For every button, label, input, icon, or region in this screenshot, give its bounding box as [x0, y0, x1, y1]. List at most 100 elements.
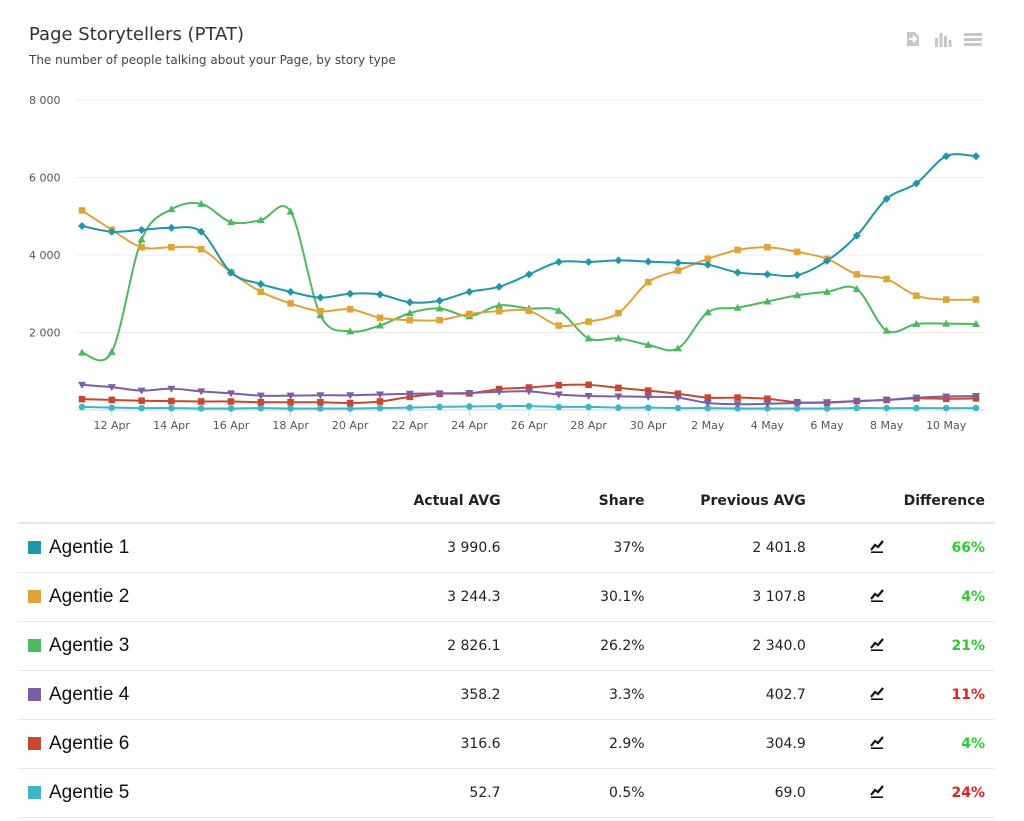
data-point-agentie-1	[256, 280, 265, 289]
data-point-agentie-3	[286, 207, 295, 215]
row-share: 37%	[510, 523, 655, 573]
export-icon[interactable]	[902, 28, 924, 50]
data-point-agentie-6	[376, 398, 384, 405]
data-point-agentie-3	[346, 327, 355, 335]
x-tick-label: 30 Apr	[630, 419, 667, 432]
data-point-agentie-1	[137, 225, 146, 234]
data-point-agentie-5	[227, 405, 235, 412]
row-actual-avg: 3 990.6	[345, 523, 511, 573]
data-point-agentie-6	[346, 399, 354, 407]
row-actual-avg: 316.6	[345, 719, 511, 769]
data-point-agentie-5	[138, 404, 145, 412]
data-point-agentie-2	[734, 246, 741, 254]
trend-icon[interactable]	[815, 768, 894, 818]
row-name: Agentie 5	[18, 768, 346, 818]
data-point-agentie-5	[406, 404, 414, 411]
data-point-agentie-3	[495, 301, 504, 309]
data-point-agentie-4	[376, 391, 384, 399]
row-difference: 4%	[893, 572, 995, 622]
trend-icon[interactable]	[815, 621, 894, 671]
stats-table: Actual AVG Share Previous AVG Difference…	[18, 480, 995, 818]
header-difference[interactable]: Difference	[893, 480, 995, 524]
data-point-agentie-2	[376, 314, 384, 322]
data-point-agentie-3	[763, 297, 772, 305]
data-point-agentie-2	[257, 288, 265, 296]
data-point-agentie-6	[764, 395, 771, 403]
data-point-agentie-4	[942, 393, 951, 401]
row-share: 3.3%	[510, 670, 655, 720]
y-tick-label: 2 000	[29, 327, 61, 340]
data-point-agentie-5	[913, 404, 920, 412]
bar-chart-icon[interactable]	[932, 28, 954, 50]
data-point-agentie-4	[405, 390, 414, 398]
header-name	[18, 480, 346, 524]
trend-icon[interactable]	[815, 670, 894, 720]
header-previous-avg[interactable]: Previous AVG	[654, 480, 816, 524]
data-point-agentie-2	[793, 248, 801, 256]
data-point-agentie-5	[704, 404, 712, 412]
data-point-agentie-1	[972, 152, 980, 161]
table-row: Agentie 4 358.2 3.3% 402.7 11%	[18, 670, 995, 720]
data-point-agentie-4	[763, 400, 772, 408]
data-point-agentie-5	[376, 404, 384, 412]
data-point-agentie-2	[972, 296, 980, 303]
data-point-agentie-1	[286, 287, 295, 296]
data-point-agentie-1	[197, 227, 206, 236]
series-line-agentie-3	[81, 201, 977, 362]
row-previous-avg: 304.9	[654, 719, 816, 769]
data-point-agentie-3	[793, 291, 802, 299]
header-actual-avg[interactable]: Actual AVG	[345, 480, 511, 524]
x-tick-label: 20 Apr	[332, 419, 369, 432]
menu-icon[interactable]	[962, 28, 984, 50]
data-point-agentie-1	[674, 258, 682, 267]
data-point-agentie-4	[167, 385, 176, 393]
data-point-agentie-6	[615, 384, 622, 392]
data-point-agentie-6	[287, 398, 294, 406]
data-point-agentie-2	[346, 305, 354, 313]
row-name: Agentie 1	[18, 523, 346, 573]
row-actual-avg: 52.7	[345, 768, 511, 818]
legend-swatch-icon	[28, 590, 41, 603]
chart-toolbar	[902, 28, 984, 50]
x-tick-label: 12 Apr	[94, 419, 131, 432]
row-actual-avg: 358.2	[345, 670, 511, 720]
y-tick-label: 8 000	[29, 94, 61, 107]
data-point-agentie-4	[525, 388, 533, 396]
x-tick-label: 28 Apr	[570, 419, 607, 432]
data-point-agentie-6	[317, 398, 324, 406]
data-point-agentie-1	[435, 296, 444, 305]
row-name-label: Agentie 3	[49, 635, 130, 656]
data-point-agentie-3	[674, 344, 682, 352]
data-point-agentie-1	[376, 290, 384, 299]
table-header-row: Actual AVG Share Previous AVG Difference	[18, 480, 995, 524]
data-point-agentie-4	[197, 388, 206, 396]
x-tick-label: 6 May	[810, 419, 844, 432]
data-point-agentie-5	[287, 405, 294, 412]
data-point-agentie-1	[882, 194, 891, 203]
trend-icon[interactable]	[815, 572, 894, 622]
data-point-agentie-2	[78, 207, 86, 214]
row-difference: 21%	[893, 621, 995, 671]
data-point-agentie-5	[555, 403, 563, 411]
data-point-agentie-4	[614, 393, 623, 401]
y-tick-label: 6 000	[29, 172, 61, 185]
header-share[interactable]: Share	[510, 480, 655, 524]
chart-subtitle: The number of people talking about your …	[29, 53, 396, 67]
data-point-agentie-4	[227, 390, 235, 398]
data-point-agentie-5	[317, 405, 324, 412]
data-point-agentie-5	[436, 403, 443, 411]
data-point-agentie-1	[733, 268, 742, 277]
row-previous-avg: 69.0	[654, 768, 816, 818]
data-point-agentie-2	[644, 278, 652, 286]
data-point-agentie-2	[853, 271, 861, 278]
row-name-label: Agentie 6	[49, 733, 130, 754]
data-point-agentie-5	[942, 404, 950, 412]
data-point-agentie-5	[615, 404, 622, 411]
data-point-agentie-6	[108, 396, 116, 404]
row-difference: 66%	[893, 523, 995, 573]
trend-icon[interactable]	[815, 523, 894, 573]
data-point-agentie-5	[525, 402, 533, 410]
x-tick-label: 2 May	[691, 419, 725, 432]
data-point-agentie-1	[852, 231, 861, 240]
trend-icon[interactable]	[815, 719, 894, 769]
